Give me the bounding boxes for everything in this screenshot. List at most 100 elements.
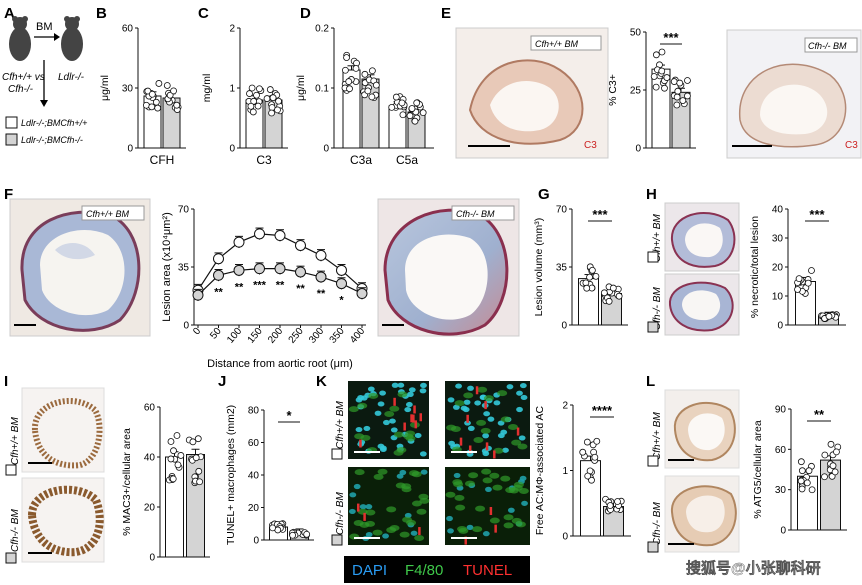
micrograph-f-wt — [9, 198, 151, 337]
data-point — [673, 101, 681, 109]
micrograph-h-ko — [664, 273, 740, 336]
nucleus — [446, 515, 453, 522]
tunel-signal — [464, 536, 467, 545]
significance-label: *** — [663, 30, 679, 45]
micrograph-k-ko-swatch — [331, 534, 343, 546]
micrograph-i-wt — [21, 387, 105, 473]
macrophage — [360, 434, 371, 441]
tunel-signal — [414, 420, 418, 429]
y-tick-label: 60 — [775, 445, 787, 456]
y-tick-label: 25 — [630, 86, 642, 97]
tunel-signal — [466, 414, 469, 423]
macrophage — [515, 521, 526, 528]
macrophage — [365, 509, 376, 516]
tunel-signal — [393, 397, 396, 406]
y-tick-label: 0 — [229, 144, 235, 155]
nucleus — [455, 383, 462, 389]
macrophage — [477, 386, 488, 393]
donor-mouse-icon — [9, 16, 31, 61]
y-tick-label: 20 — [144, 503, 156, 514]
data-point — [614, 498, 621, 505]
micrograph-k-wt-swatch — [331, 448, 343, 460]
macrophage — [454, 400, 465, 407]
macrophage — [353, 519, 364, 526]
panel-letter-h: H — [646, 186, 657, 203]
macrophage — [445, 491, 456, 498]
y-tick-label: 80 — [248, 406, 260, 417]
data-point — [173, 101, 181, 109]
y-axis-label: Lesion volume (mm³) — [533, 218, 545, 317]
nucleus — [419, 388, 427, 394]
macrophage — [419, 497, 430, 504]
nucleus — [360, 395, 368, 401]
micrograph-h-ko-label: Cfh-/- BM — [652, 287, 663, 330]
macrophage — [397, 391, 408, 398]
data-point — [670, 78, 678, 85]
data-point — [213, 253, 224, 265]
data-point — [249, 108, 257, 116]
arrow-right-icon — [34, 33, 60, 41]
data-point — [798, 485, 806, 493]
nucleus — [463, 399, 471, 405]
nucleus — [466, 524, 474, 530]
y-axis-label: μg/ml — [295, 75, 307, 101]
data-point — [804, 279, 812, 287]
y-axis-label: Lesion area (x10⁴μm²) — [161, 212, 173, 322]
data-point — [315, 249, 327, 261]
tunel-signal — [459, 437, 463, 446]
k-legend-f480: F4/80 — [405, 562, 443, 579]
significance-label: ** — [276, 280, 285, 292]
chart-i: 0 20 40 60 % MAC3+/cellular area — [121, 403, 210, 564]
data-point — [169, 475, 177, 483]
panel-letter-l: L — [646, 373, 655, 390]
data-point — [588, 266, 596, 274]
tunel-signal — [468, 445, 472, 454]
y-tick-label: 70 — [556, 205, 568, 216]
chart-j: 0 20 40 60 80 TUNEL+ macrophages (mm2) * — [225, 405, 314, 547]
macrophage — [476, 419, 487, 426]
data-point — [173, 432, 181, 439]
macrophage — [464, 480, 475, 487]
nucleus — [419, 451, 427, 457]
macrophage — [463, 392, 474, 399]
data-point — [797, 458, 805, 466]
nucleus — [379, 390, 386, 396]
significance-label: ** — [296, 283, 305, 295]
x-tick-label: CFH — [150, 153, 175, 167]
tunel-signal — [489, 506, 493, 515]
data-point — [154, 104, 162, 112]
nucleus — [482, 433, 490, 439]
micrograph-i-ko-swatch — [5, 552, 17, 564]
nucleus — [404, 406, 412, 413]
x-tick-label: 150 — [246, 326, 265, 346]
legend-swatch-wt — [5, 116, 18, 129]
y-tick-label: 30 — [772, 234, 784, 245]
y-tick-label: 2 — [562, 401, 568, 412]
data-point — [189, 438, 197, 446]
data-point — [661, 84, 668, 92]
data-point — [591, 453, 599, 461]
nucleus — [365, 504, 373, 510]
y-tick-label: 30 — [775, 485, 787, 496]
data-point — [275, 97, 282, 105]
data-point — [609, 284, 617, 292]
nucleus — [408, 387, 416, 393]
micrograph-i-wt-swatch — [5, 464, 17, 476]
tunel-signal — [412, 414, 415, 423]
nucleus — [348, 508, 356, 515]
nucleus — [516, 406, 523, 413]
macrophage — [373, 473, 384, 480]
data-point — [605, 297, 613, 305]
significance-label: * — [286, 408, 292, 423]
data-point — [274, 230, 286, 242]
macrophage — [451, 446, 462, 453]
panel-letter-f: F — [4, 186, 13, 203]
y-tick-label: 10 — [772, 292, 784, 303]
data-point — [174, 461, 182, 469]
nucleus — [420, 382, 427, 388]
macrophage — [503, 522, 514, 529]
micrograph-e-ko — [726, 29, 862, 159]
macrophage — [468, 472, 479, 479]
data-point — [588, 476, 595, 484]
